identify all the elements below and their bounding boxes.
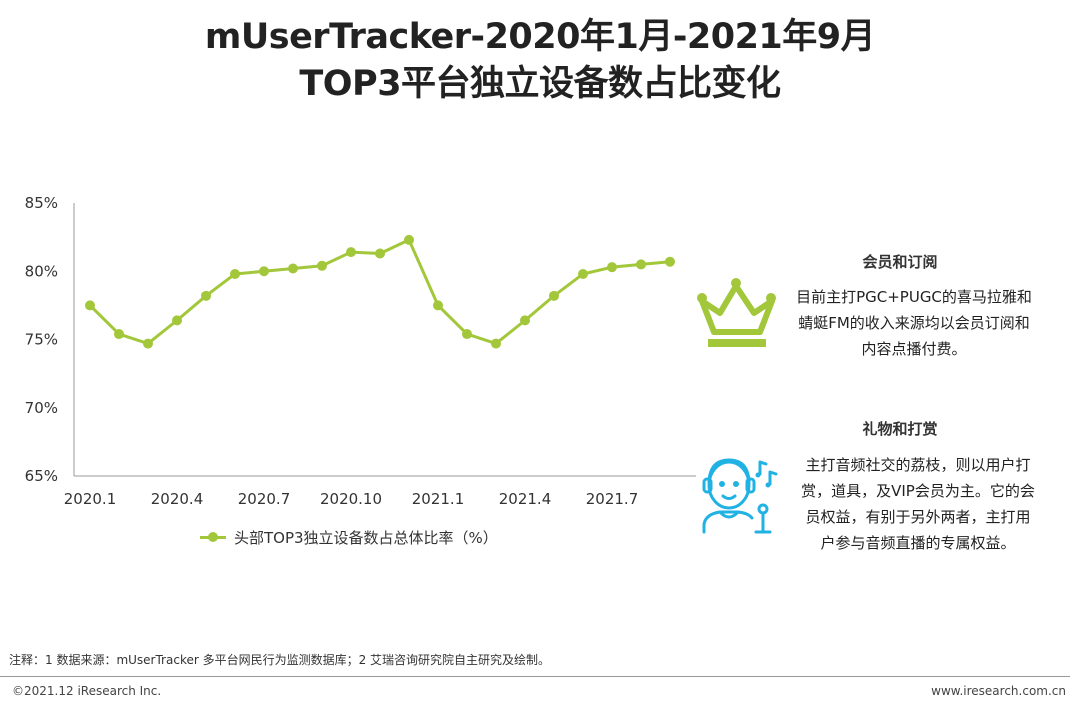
legend-label: 头部TOP3独立设备数占总体比率（%） [234,528,498,547]
panel-line: 户参与音频直播的专属权益。 [820,534,1016,552]
panel-line: 主打音频社交的荔枝，则以用户打 [805,456,1031,474]
footer-divider [0,676,1070,677]
x-tick-label: 2021.4 [499,490,552,508]
data-point [462,329,472,340]
data-point [433,300,443,311]
data-point [85,300,95,311]
data-point [375,248,385,259]
chart-legend: 头部TOP3独立设备数占总体比率（%） [200,527,498,547]
x-tick-label: 2020.4 [151,490,204,508]
data-point [172,315,182,326]
panel-text-gifts: 主打音频社交的荔枝，则以用户打 赏，道具，及VIP会员为主。它的会 员权益，有别… [782,452,1054,556]
x-tick-label: 2020.10 [320,490,382,508]
singer-icon [702,458,778,534]
data-point [288,263,298,274]
legend-swatch [200,530,226,544]
data-point [636,259,646,270]
panel-title-membership: 会员和订阅 [862,253,938,271]
line-chart-svg: 65% 70% 75% 80% 85% 2020.1 2020.4 2020.7 2020.10… [25,194,696,508]
y-tick-label: 65% [25,467,58,485]
x-tick-label: 2020.1 [64,490,117,508]
panel-text-membership: 目前主打PGC+PUGC的喜马拉雅和 蜻蜓FM的收入来源均以会员订阅和 内容点播… [778,284,1050,362]
data-point [346,247,356,258]
x-tick-label: 2021.7 [586,490,639,508]
copyright: ©2021.12 iResearch Inc. [12,684,162,698]
y-tick-label: 85% [25,194,58,212]
data-point [201,290,211,301]
title-line-2: TOP3平台独立设备数占比变化 [299,64,781,104]
x-tick-label: 2021.1 [412,490,465,508]
data-point [607,262,617,273]
chart-title: mUserTracker-2020年1月-2021年9月 TOP3平台独立设备数… [0,14,1080,108]
panel-line: 内容点播付费。 [861,340,967,358]
data-point [230,268,240,279]
data-point [317,260,327,271]
line-chart: 65% 70% 75% 80% 85% 2020.1 2020.4 2020.7 2020.10… [0,180,720,570]
x-tick-label: 2020.7 [238,490,291,508]
website-link[interactable]: www.iresearch.com.cn [931,684,1066,698]
data-point [404,234,414,245]
data-point [578,268,588,279]
data-point [665,256,675,267]
data-point [259,266,269,277]
data-point [520,315,530,326]
title-line-1: mUserTracker-2020年1月-2021年9月 [204,17,876,57]
data-point [491,338,501,349]
data-point [549,290,559,301]
data-point [114,329,124,340]
panel-line: 目前主打PGC+PUGC的喜马拉雅和 [796,288,1032,306]
panel-title-gifts: 礼物和打赏 [862,420,938,438]
y-tick-label: 80% [25,262,58,280]
panel-line: 蜻蜓FM的收入来源均以会员订阅和 [798,314,1030,332]
footnote: 注释：1 数据来源：mUserTracker 多平台网民行为监测数据库；2 艾瑞… [9,653,551,667]
data-point [143,338,153,349]
panel-line: 员权益，有别于另外两者，主打用 [805,508,1031,526]
crown-icon [697,278,776,347]
y-tick-label: 70% [25,399,58,417]
y-tick-label: 75% [25,331,58,349]
panel-line: 赏，道具，及VIP会员为主。它的会 [801,482,1035,500]
